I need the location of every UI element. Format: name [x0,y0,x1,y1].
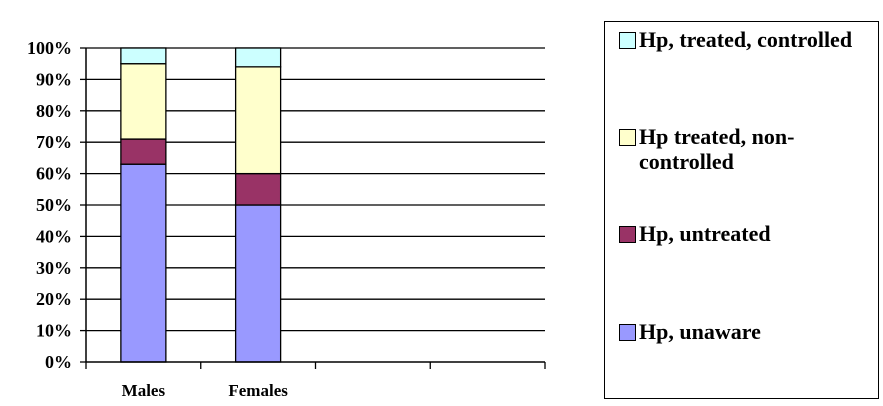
legend-label: Hp, treated, controlled [639,27,853,52]
y-tick-label: 100% [27,38,72,58]
y-tick-label: 40% [36,226,72,246]
bars [120,47,282,363]
legend-label: Hp, unaware [639,319,761,344]
bar-segment [234,66,282,175]
legend-swatch [619,129,636,146]
legend-swatch [619,324,636,341]
bar-segment [120,138,167,165]
legend-swatch [619,226,636,243]
bar-segment [234,204,282,363]
legend-swatch [619,32,636,49]
y-tick-label: 70% [36,132,72,152]
y-tick-label: 80% [36,101,72,121]
stacked-bar-chart: 0% 10% 20% 30% 40% 50% 60% 70% 80% 90% 100% Males Fe… [27,38,546,400]
y-tick-label: 30% [36,258,72,278]
legend-item-treated-controlled: Hp, treated, controlled [619,27,879,52]
axes [80,47,546,369]
bar-segment [234,47,282,68]
y-tick-label: 90% [36,69,72,89]
y-tick-label: 60% [36,164,72,184]
legend-item-unaware: Hp, unaware [619,319,879,344]
legend-item-untreated: Hp, untreated [619,221,879,246]
y-tick-label: 0% [45,352,72,372]
legend-item-treated-noncontrolled: Hp treated, non-controlled [619,124,879,174]
bar-segment [120,163,167,363]
legend-label: Hp treated, non-controlled [639,124,795,174]
bar-segment [120,63,167,140]
bar-segment [120,47,167,65]
y-tick-label: 50% [36,195,72,215]
legend-label: Hp, untreated [639,221,771,246]
x-category-label: Males [122,381,166,400]
tick-labels: 0% 10% 20% 30% 40% 50% 60% 70% 80% 90% 100% Males Fe… [27,38,288,400]
legend: Hp, treated, controlled Hp treated, non-… [604,21,879,399]
y-tick-label: 20% [36,289,72,309]
bar-segment [234,172,282,206]
y-tick-label: 10% [36,321,72,341]
x-category-label: Females [228,381,288,400]
